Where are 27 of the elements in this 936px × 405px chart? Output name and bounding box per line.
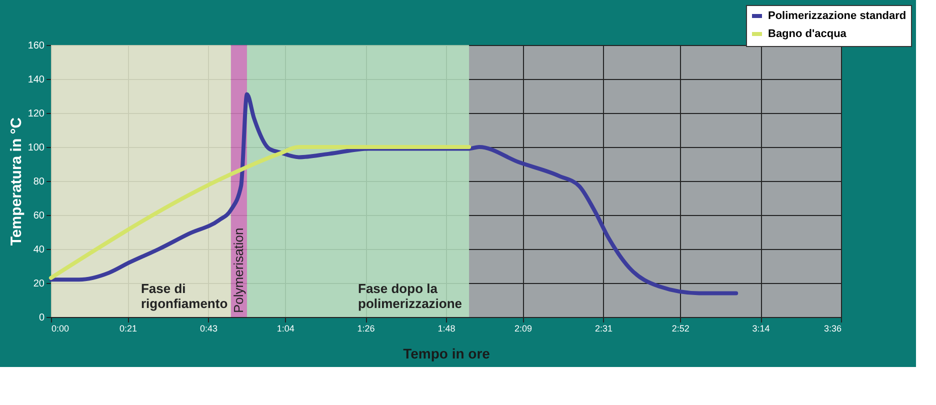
x-tick-label: 0:43	[200, 324, 218, 334]
legend-label: Bagno d'acqua	[768, 28, 848, 40]
x-tick-label: 0:00	[52, 324, 70, 334]
band-label: Fase di rigonfiamento	[140, 281, 228, 311]
y-tick-label: 80	[33, 176, 45, 188]
y-tick-label: 60	[33, 210, 45, 222]
x-tick-label: 1:04	[276, 324, 294, 334]
y-axis-title: Temperatura in °C	[8, 117, 25, 246]
x-tick-label: 0:21	[120, 324, 138, 334]
y-tick-label: 160	[28, 40, 45, 52]
y-tick-label: 20	[33, 278, 45, 290]
band-label: Polymerisation	[230, 228, 246, 313]
x-tick-label: 1:48	[438, 324, 456, 334]
y-tick-label: 140	[28, 74, 45, 86]
x-tick-label: 2:09	[514, 324, 532, 334]
x-tick-label: 2:52	[672, 324, 690, 334]
x-tick-label: 2:31	[595, 324, 613, 334]
x-axis-title: Tempo in ore	[403, 346, 490, 362]
x-tick-label: 3:36	[824, 324, 842, 334]
y-tick-label: 100	[28, 142, 45, 154]
y-tick-label: 120	[28, 108, 45, 120]
legend-label: Polimerizzazione standard	[768, 10, 906, 22]
band-label: Fase dopo la polimerizzazione	[358, 281, 462, 311]
x-tick-label: 3:14	[752, 324, 770, 334]
x-tick-label: 1:26	[357, 324, 375, 334]
y-tick-label: 0	[38, 312, 45, 324]
y-tick-label: 40	[33, 244, 45, 256]
